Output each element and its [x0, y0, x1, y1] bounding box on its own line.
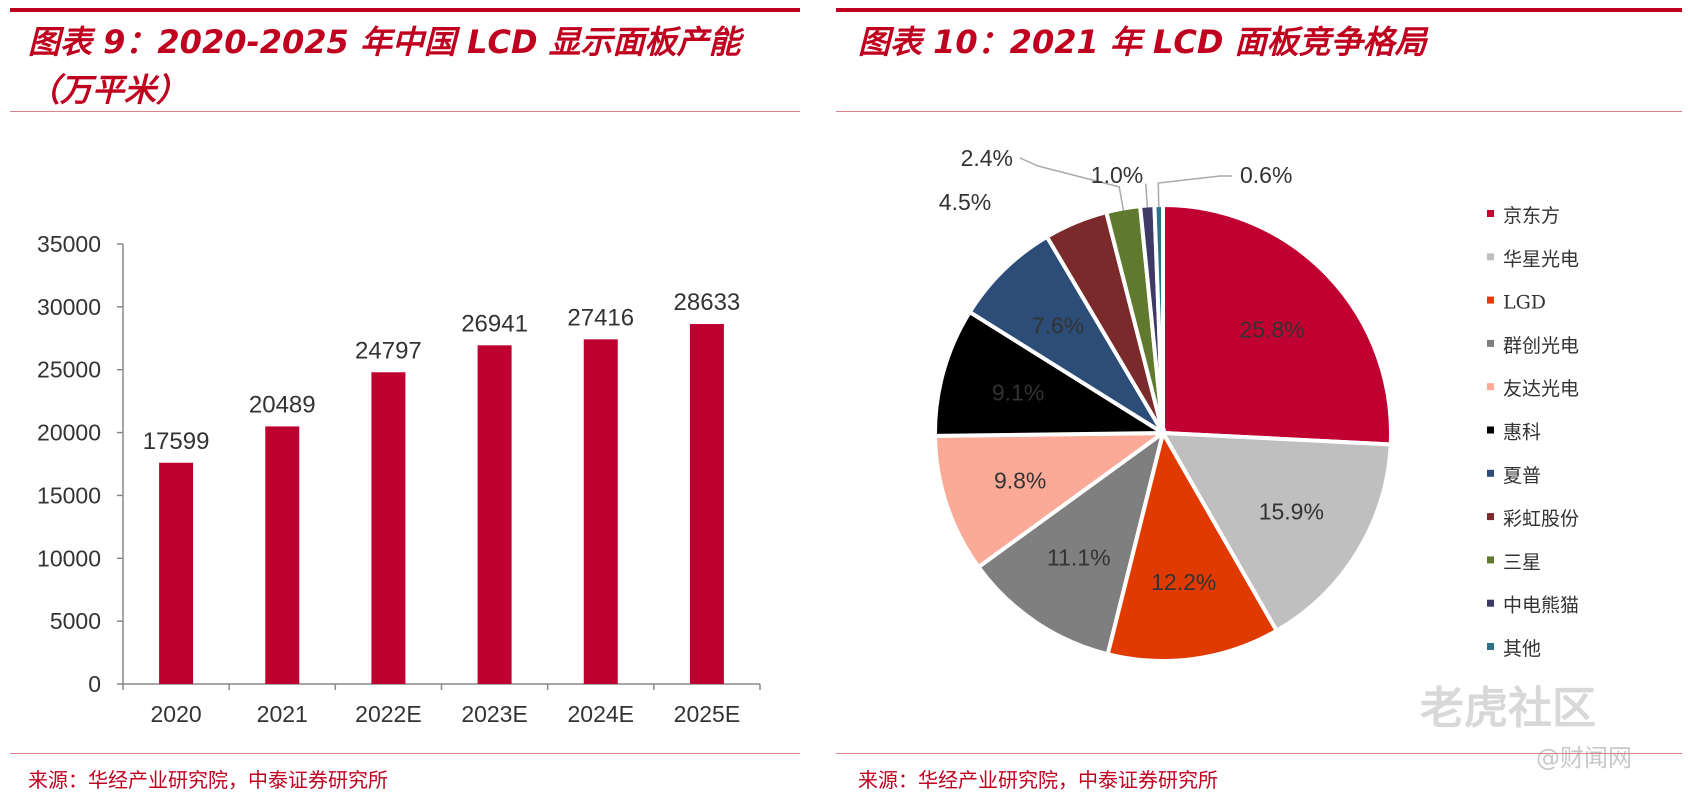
watermark-text: 老虎社区 — [1420, 683, 1596, 734]
y-tick-label: 35000 — [37, 231, 101, 257]
title-divider — [836, 111, 1682, 112]
y-tick-label: 5000 — [50, 608, 101, 634]
bar — [371, 372, 406, 684]
source-divider — [10, 753, 800, 754]
top-rule — [10, 8, 800, 12]
x-tick-label: 2024E — [567, 701, 634, 727]
legend-label: 华星光电 — [1503, 248, 1579, 270]
bar — [159, 462, 194, 684]
pie-value-label: 25.8% — [1239, 316, 1304, 342]
leader-line — [1157, 175, 1232, 208]
legend-label: LGD — [1503, 292, 1546, 314]
legend-swatch — [1487, 556, 1494, 564]
legend-label: 友达光电 — [1503, 378, 1579, 400]
top-rule — [836, 8, 1682, 12]
source-divider — [836, 753, 1682, 754]
legend-swatch — [1487, 383, 1494, 391]
pie-value-label: 0.6% — [1240, 162, 1292, 188]
x-tick-label: 2022E — [355, 701, 422, 727]
pie-value-label: 7.6% — [1032, 312, 1084, 338]
bar-value-label: 28633 — [674, 289, 741, 316]
legend-swatch — [1487, 253, 1494, 261]
pie-value-label: 12.2% — [1151, 569, 1216, 595]
bar-value-label: 27416 — [567, 304, 634, 331]
y-tick-label: 15000 — [37, 482, 101, 508]
bar — [583, 339, 618, 684]
bar-chart-source: 来源：华经产业研究院，中泰证券研究所 — [28, 768, 388, 792]
leader-line — [1019, 157, 1125, 211]
pie-chart-source: 来源：华经产业研究院，中泰证券研究所 — [858, 768, 1218, 792]
x-tick-label: 2021 — [257, 701, 308, 727]
y-tick-label: 0 — [88, 671, 101, 697]
pie-value-label: 15.9% — [1259, 499, 1324, 525]
bar-chart: 0 5000 10000 15000 20000 25000 30000 35000 17599… — [37, 231, 761, 727]
x-tick-label: 2025E — [674, 701, 741, 727]
legend-label: 夏普 — [1503, 465, 1541, 487]
y-tick-label: 25000 — [37, 357, 101, 383]
legend-swatch — [1487, 296, 1494, 304]
bar — [689, 324, 724, 684]
title-divider — [10, 111, 800, 112]
legend-swatch — [1487, 643, 1494, 650]
legend-label: 京东方 — [1503, 205, 1560, 227]
legend-swatch — [1487, 469, 1494, 477]
x-tick-label: 2020 — [150, 701, 201, 727]
pie-value-label: 11.1% — [1047, 545, 1111, 571]
bar — [265, 426, 300, 684]
legend-label: 其他 — [1503, 638, 1541, 660]
bar — [477, 345, 512, 684]
y-tick-label: 20000 — [37, 420, 101, 446]
pie-value-label: 2.4% — [961, 145, 1013, 171]
legend-label: 群创光电 — [1503, 335, 1579, 357]
watermark-sub: @财闻网 — [1536, 744, 1632, 772]
y-tick-label: 10000 — [37, 545, 101, 571]
pie-slice — [1159, 430, 1393, 634]
legend-swatch — [1487, 513, 1494, 521]
pie-slice — [933, 309, 1170, 438]
bar-value-label: 17599 — [143, 428, 210, 455]
bar-value-label: 26941 — [461, 310, 528, 337]
bar-chart-title: 图表 9：2020-2025 年中国 LCD 显示面板产能（万平米） — [28, 23, 741, 109]
y-tick-label: 30000 — [37, 294, 101, 320]
bar-chart-panel: 图表 9：2020-2025 年中国 LCD 显示面板产能（万平米） 0 5000… — [0, 0, 820, 794]
legend-swatch — [1487, 426, 1494, 434]
legend-label: 三星 — [1503, 551, 1541, 573]
pie-slice — [1161, 202, 1393, 447]
pie-value-label: 9.8% — [994, 467, 1046, 493]
bar-value-label: 20489 — [249, 391, 316, 418]
legend-swatch — [1487, 210, 1494, 217]
pie-chart-panel: 图表 10：2021 年 LCD 面板竞争格局 25.8% 15.9% 12.2% 1… — [820, 0, 1688, 794]
pie-slice — [975, 428, 1167, 657]
leader-line — [1144, 183, 1149, 208]
x-tick-label: 2023E — [461, 701, 528, 727]
pie-chart-title: 图表 10：2021 年 LCD 面板竞争格局 — [858, 23, 1427, 61]
legend-swatch — [1487, 599, 1494, 607]
pie-value-label: 1.0% — [1091, 162, 1143, 188]
pie-slice — [932, 430, 1170, 570]
pie-chart: 25.8% 15.9% 12.2% 11.1% 9.8% 9.1% 7.6% 4.5% 2.4%… — [932, 145, 1579, 663]
bar-value-label: 24797 — [355, 337, 422, 364]
legend-label: 彩虹股份 — [1503, 508, 1579, 530]
pie-value-label: 4.5% — [939, 189, 991, 215]
pie-slice — [966, 234, 1165, 435]
legend-swatch — [1487, 339, 1494, 347]
legend-label: 中电熊猫 — [1503, 595, 1579, 617]
legend-label: 惠科 — [1503, 422, 1541, 444]
pie-value-label: 9.1% — [992, 379, 1044, 405]
pie-slices — [932, 202, 1393, 663]
